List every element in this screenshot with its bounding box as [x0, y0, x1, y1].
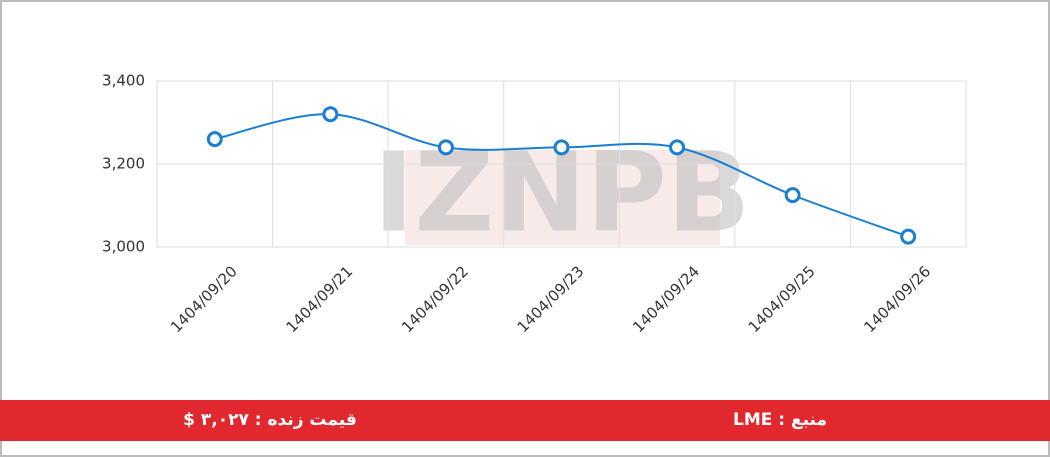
point	[206, 131, 223, 148]
y-tick-label: 3,200	[102, 155, 145, 173]
point	[784, 187, 801, 204]
point	[553, 139, 570, 156]
y-tick-label: 3,000	[102, 238, 145, 256]
watermark-bg	[405, 150, 720, 245]
point	[322, 106, 339, 123]
live-price: قیمت زنده : ۳,۰۲۷ $	[183, 410, 357, 430]
point	[900, 228, 917, 245]
point	[437, 139, 454, 156]
point	[669, 139, 686, 156]
footer-bar	[0, 400, 1050, 441]
source: منبع : LME	[733, 410, 827, 430]
y-tick-label: 3,400	[102, 72, 145, 90]
